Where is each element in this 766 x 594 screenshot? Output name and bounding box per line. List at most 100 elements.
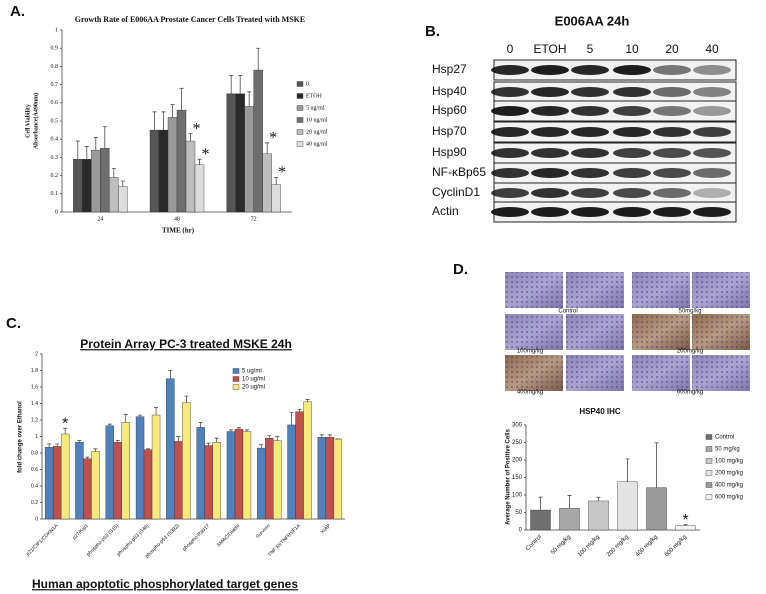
blot-band	[693, 106, 731, 116]
legend-label: 10 ug/ml	[242, 377, 265, 383]
blot-band	[531, 65, 569, 75]
lane-label: 40	[705, 42, 719, 56]
legend-swatch	[296, 129, 304, 135]
y-tick-label: 1.4	[31, 401, 38, 407]
bar	[91, 149, 101, 213]
ihc-texture	[632, 272, 690, 308]
y-tick-label: 300	[512, 423, 523, 429]
x-tick-label: Survivin	[255, 523, 272, 540]
bar	[113, 442, 122, 520]
bar	[83, 458, 92, 520]
error-bar	[229, 75, 234, 94]
blot-band	[491, 65, 529, 75]
error-bar	[93, 137, 98, 151]
ihc-texture	[566, 314, 624, 350]
blot-band	[613, 207, 651, 217]
bar	[234, 428, 244, 520]
error-bar	[168, 370, 173, 379]
blot-band	[613, 127, 651, 137]
y-tick-label: 0.7	[51, 82, 59, 88]
y-tick-label: 2	[35, 351, 38, 357]
legend-swatch	[705, 434, 713, 440]
protein-label: Hsp90	[432, 145, 467, 159]
panel-label: A.	[10, 3, 25, 20]
blot-band	[491, 106, 529, 116]
protein-label: Hsp40	[432, 84, 467, 98]
bar	[588, 500, 609, 531]
x-tick-label: phospho-Rad17	[182, 523, 212, 553]
y-tick-label: 1.6	[31, 384, 38, 390]
x-axis-label: TIME (hr)	[162, 227, 195, 235]
blot-band	[613, 65, 651, 75]
error-bar	[184, 395, 189, 403]
bar	[174, 441, 183, 520]
error-bar	[305, 399, 310, 402]
error-bar	[179, 87, 184, 111]
blot-band	[531, 168, 569, 178]
error-bar	[111, 167, 116, 178]
bar	[333, 438, 343, 520]
panel-label: B.	[425, 23, 440, 40]
y-tick-label: 1	[35, 434, 38, 440]
bar	[287, 424, 296, 520]
chart-title: Protein Array PC-3 treated MSKE 24h	[80, 337, 292, 351]
error-bar	[654, 442, 659, 488]
legend-label: 20 ug/ml	[306, 129, 328, 135]
y-tick-label: 1.8	[31, 368, 38, 374]
protein-label: Hsp70	[432, 124, 467, 138]
bar	[242, 431, 252, 520]
legend-label: 50 mg/kg	[715, 447, 740, 453]
y-axis-label: fold change over Ethanol	[18, 401, 24, 473]
error-bar	[238, 75, 243, 94]
blot-band	[531, 188, 569, 198]
error-bar	[55, 443, 60, 447]
bar	[253, 69, 263, 213]
y-axis-label: Average Number of Positive Cells	[506, 428, 512, 524]
ihc-texture	[566, 355, 624, 391]
ihc-label: Control	[558, 309, 577, 315]
blot-band	[653, 188, 691, 198]
ihc-texture	[692, 314, 750, 350]
protein-label: CyclinD1	[432, 185, 480, 199]
error-bar	[152, 111, 157, 131]
error-bar	[170, 104, 175, 118]
blot-band	[531, 148, 569, 158]
bar	[100, 148, 110, 213]
chart: Protein Array PC-3 treated MSKE 24h fold …	[18, 337, 345, 591]
bar	[73, 159, 83, 213]
legend-label: 400 mg/kg	[715, 483, 743, 489]
bar	[166, 378, 175, 520]
ihc-texture	[632, 355, 690, 391]
bar	[244, 106, 254, 213]
y-tick-label: 1.2	[31, 417, 38, 423]
y-tick-label: 50	[515, 510, 522, 516]
bar	[75, 442, 84, 520]
blot-band	[653, 207, 691, 217]
error-bar	[63, 427, 68, 435]
y-axis-label: Cell Viability	[25, 104, 31, 138]
significance-mark: *	[269, 130, 277, 147]
lane-label: 5	[587, 42, 594, 56]
bar	[60, 433, 70, 520]
ihc-label: 400mg/kg	[517, 390, 543, 396]
bar	[303, 401, 312, 520]
lane-label: 0	[507, 42, 514, 56]
blot-band	[531, 127, 569, 137]
error-bar	[289, 412, 294, 425]
ihc-texture	[505, 272, 563, 308]
legend-swatch	[705, 482, 713, 488]
legend-swatch	[296, 93, 304, 99]
chart: Growth Rate of E006AA Prostate Cancer Ce…	[25, 15, 327, 235]
bar	[52, 446, 62, 520]
x-tick-label: SMAC/Diablo	[216, 523, 242, 549]
blot-band	[653, 148, 691, 158]
bar	[151, 414, 161, 520]
y-tick-label: 0.6	[51, 100, 59, 106]
western-blot: 0 ETOH 5 10 20 40 Hsp27 Hsp40 Hsp60 Hsp70 Hsp90 NF-…	[432, 42, 737, 223]
blot-band	[491, 87, 529, 97]
y-tick-label: 0.2	[51, 173, 59, 179]
blot-band	[693, 65, 731, 75]
error-bar	[256, 47, 261, 71]
blot-band	[613, 148, 651, 158]
legend-label: 600 mg/kg	[715, 495, 743, 501]
